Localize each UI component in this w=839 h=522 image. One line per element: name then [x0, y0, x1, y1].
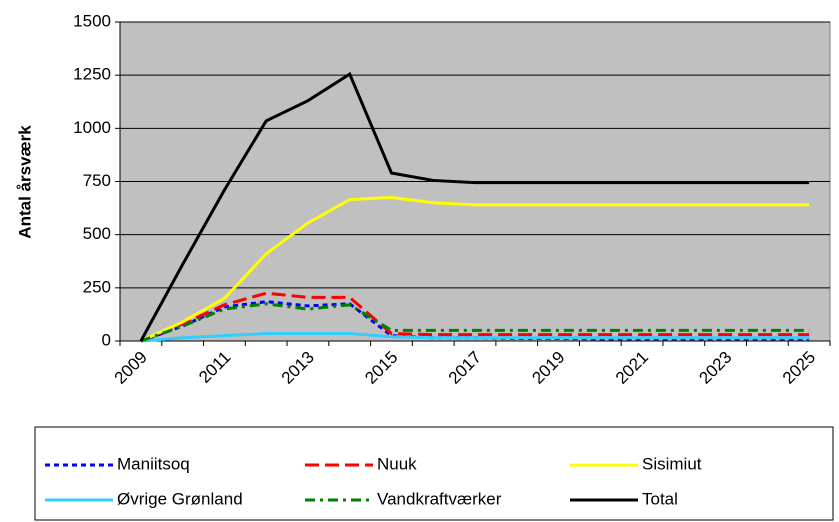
legend-label: Maniitsoq: [117, 454, 190, 473]
x-tick-label: 2019: [528, 348, 568, 388]
x-tick-label: 2025: [779, 348, 819, 388]
legend-label: Vandkraftværker: [377, 489, 502, 508]
x-tick-label: 2023: [695, 348, 735, 388]
y-tick-label: 1000: [73, 118, 111, 137]
y-axis-title: Antal årsværk: [15, 125, 34, 239]
legend-label: Total: [642, 489, 678, 508]
y-tick-label: 500: [83, 224, 111, 243]
x-tick-label: 2017: [445, 348, 485, 388]
y-tick-label: 1500: [73, 11, 111, 30]
legend-label: Nuuk: [377, 454, 417, 473]
legend-label: Sisimiut: [642, 454, 702, 473]
y-tick-label: 1250: [73, 65, 111, 84]
x-tick-label: 2013: [278, 348, 318, 388]
x-tick-label: 2011: [195, 348, 234, 387]
y-tick-label: 0: [102, 330, 111, 349]
series-line: [140, 195, 810, 343]
x-tick-label: 2009: [111, 348, 151, 388]
legend-box: [34, 426, 834, 521]
series-line: [140, 302, 810, 343]
series-line: [139, 71, 810, 342]
y-tick-label: 250: [83, 277, 111, 296]
legend-label: Øvrige Grønland: [117, 489, 243, 508]
x-tick-label: 2021: [612, 348, 652, 388]
x-tick-label: 2015: [361, 348, 401, 388]
y-tick-label: 750: [83, 171, 111, 190]
series-line: [140, 332, 810, 343]
